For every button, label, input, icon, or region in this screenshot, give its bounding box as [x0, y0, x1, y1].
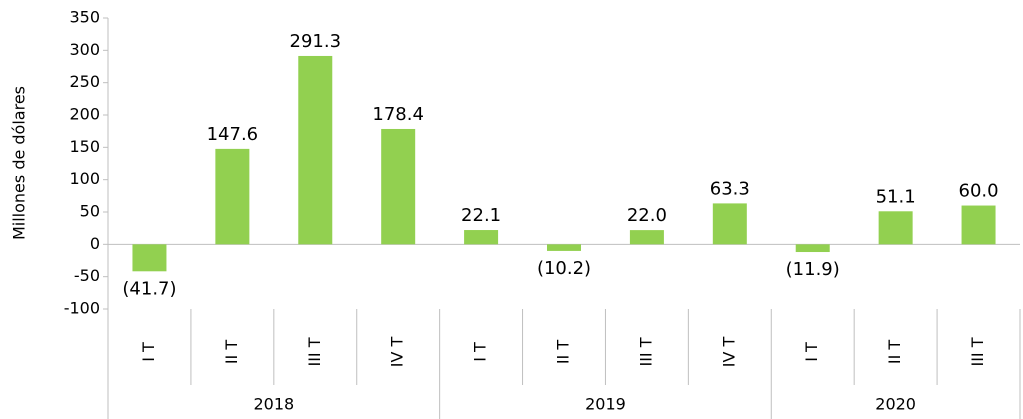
group-label: 2020 — [875, 395, 916, 414]
bar — [712, 203, 747, 245]
value-label: (10.2) — [537, 258, 591, 279]
value-label: 22.0 — [627, 205, 667, 226]
value-label: (11.9) — [786, 259, 840, 280]
bar — [464, 230, 499, 245]
bar — [547, 244, 581, 251]
x-tick-label: II T — [554, 340, 573, 365]
x-tick-label: II T — [222, 340, 241, 365]
value-label: 178.4 — [372, 104, 424, 125]
bar — [132, 244, 167, 272]
y-tick-label: 250 — [69, 72, 100, 91]
x-tick-label: I T — [802, 342, 821, 362]
y-tick-label: -100 — [64, 299, 100, 318]
bar — [878, 211, 913, 245]
value-label: 291.3 — [290, 31, 342, 52]
group-label: 2019 — [585, 395, 626, 414]
y-tick-label: 0 — [90, 234, 100, 253]
x-tick-label: III T — [636, 337, 655, 366]
value-label: 63.3 — [710, 178, 750, 199]
y-axis-label: Millones de dólares — [10, 86, 29, 240]
y-tick-label: 350 — [69, 8, 100, 27]
x-tick-label: I T — [139, 342, 158, 362]
x-tick-label: II T — [885, 340, 904, 365]
value-label: 51.1 — [876, 186, 916, 207]
y-tick-label: 150 — [69, 137, 100, 156]
y-tick-label: 50 — [80, 202, 100, 221]
x-tick-label: III T — [968, 337, 987, 366]
y-tick-label: 100 — [69, 169, 100, 188]
group-label: 2018 — [253, 395, 294, 414]
y-tick-label: 200 — [69, 105, 100, 124]
value-label: 147.6 — [207, 124, 259, 145]
bar — [381, 128, 416, 245]
x-tick-label: IV T — [719, 337, 738, 368]
bar — [961, 205, 996, 245]
x-tick-label: I T — [471, 342, 490, 362]
bar — [298, 55, 333, 245]
bar — [629, 230, 664, 245]
x-tick-label: III T — [305, 337, 324, 366]
bar — [215, 148, 250, 245]
value-label: 60.0 — [959, 181, 999, 202]
y-tick-label: -50 — [74, 266, 100, 285]
x-tick-label: IV T — [388, 337, 407, 368]
value-label: (41.7) — [122, 278, 176, 299]
bar — [795, 244, 830, 253]
value-label: 22.1 — [461, 205, 501, 226]
y-tick-label: 300 — [69, 40, 100, 59]
